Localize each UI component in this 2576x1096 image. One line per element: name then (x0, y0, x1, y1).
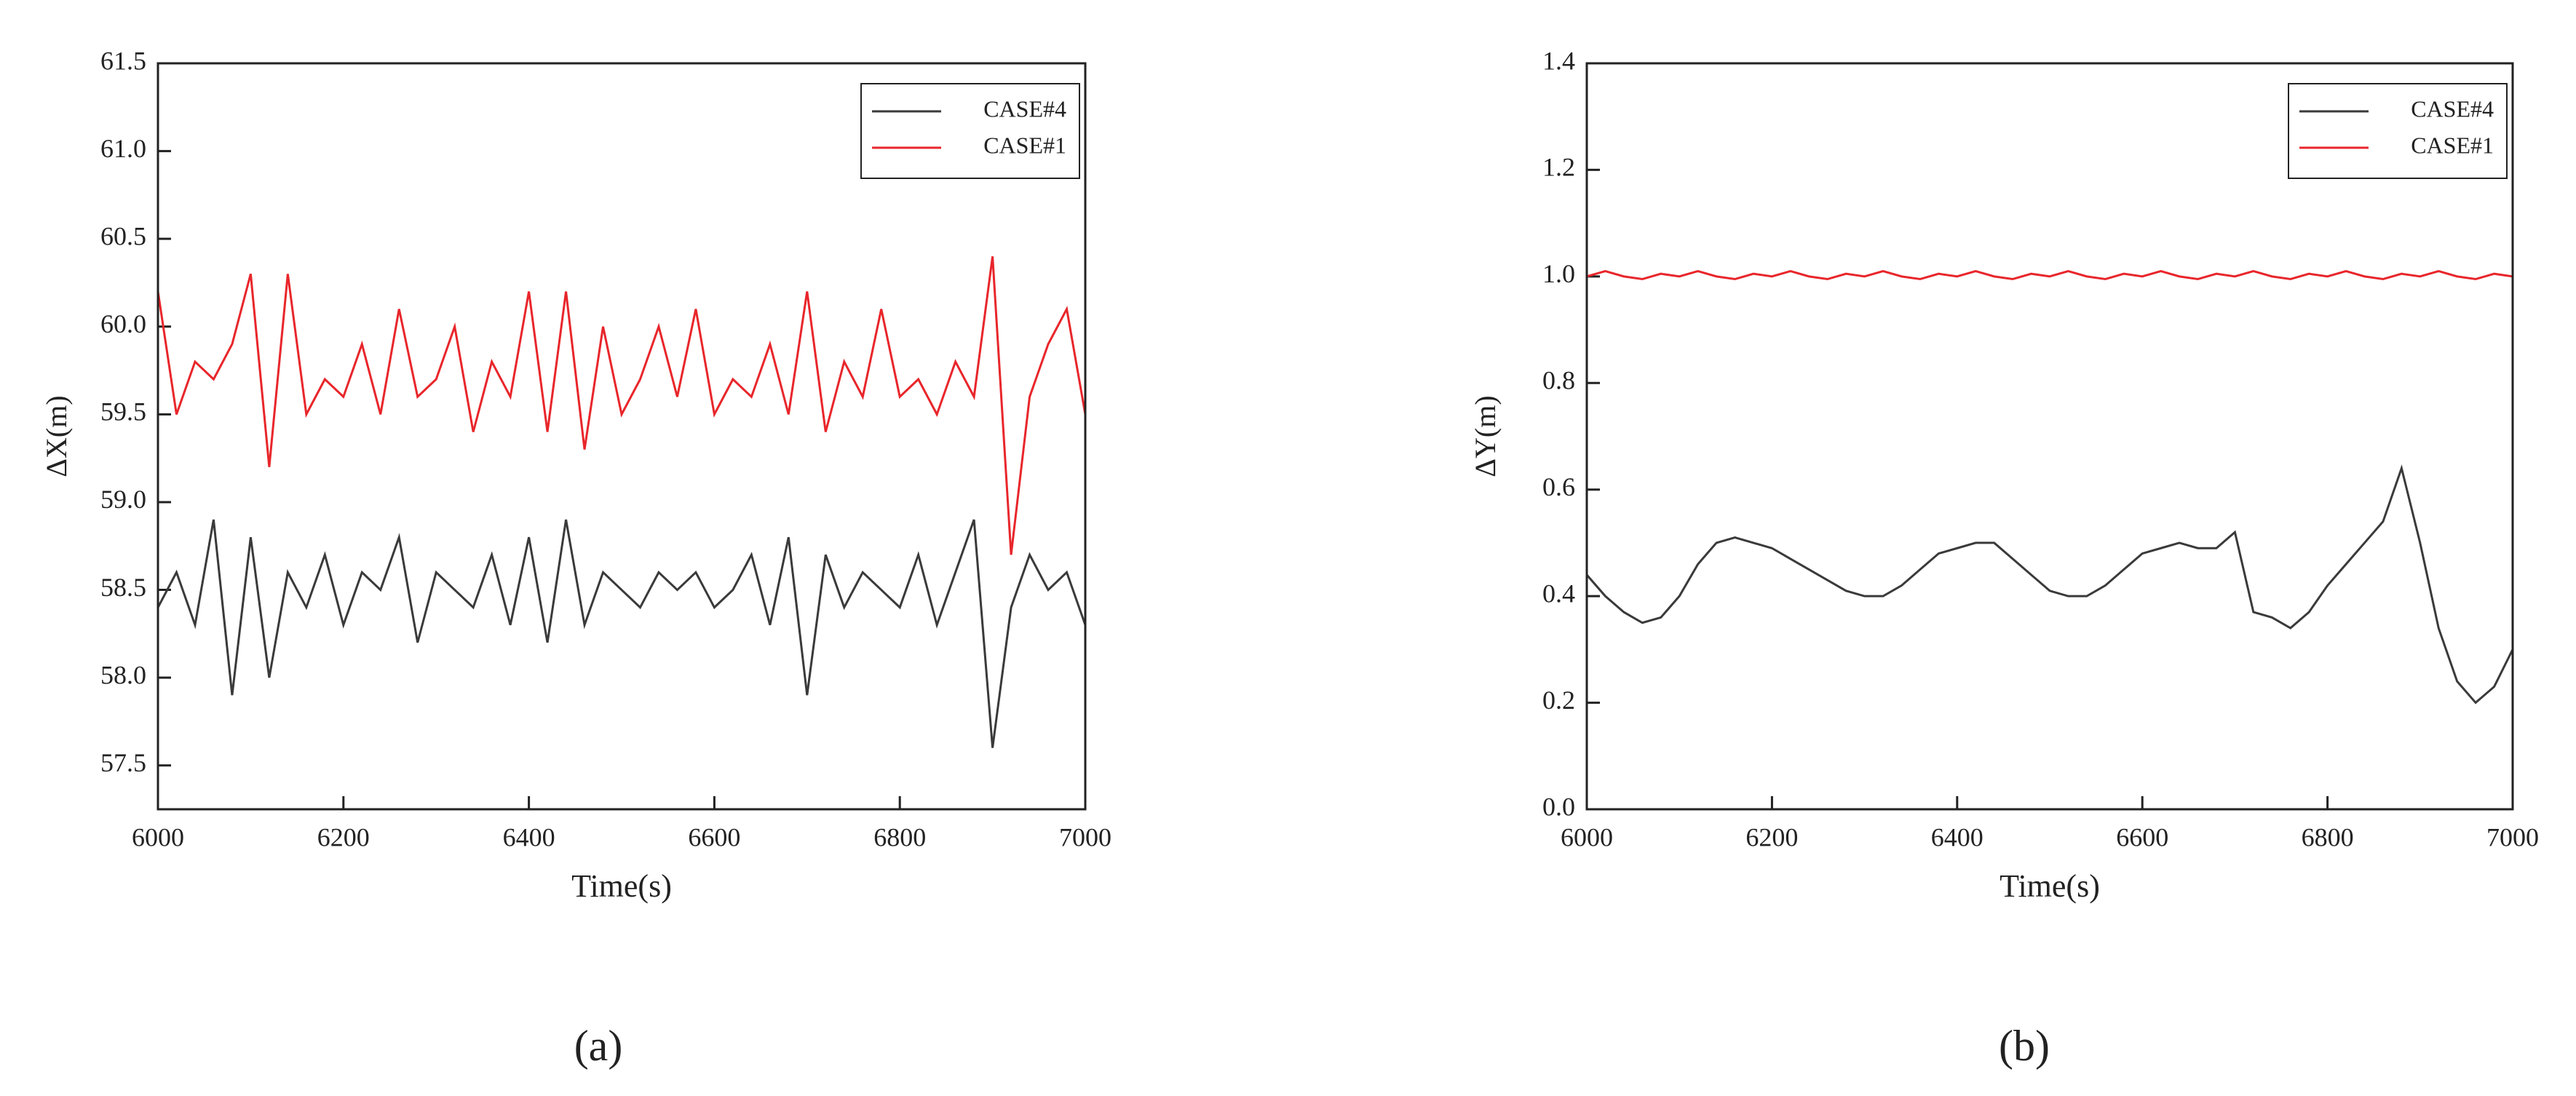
y-tick-label: 0.4 (1542, 579, 1575, 608)
caption: (b) (1999, 1022, 2050, 1070)
y-tick-label: 60.0 (100, 309, 146, 338)
x-tick-label: 6800 (873, 822, 926, 851)
data-line (1586, 269, 2513, 281)
y-tick-label: 58.0 (100, 660, 146, 689)
legend-box (860, 83, 1080, 179)
data-line (1585, 464, 2514, 704)
y-tick-label: 59.0 (100, 485, 146, 514)
y-tick-label: 61.0 (100, 134, 146, 163)
y-tick-label: 0.2 (1542, 686, 1575, 715)
x-tick-label: 6400 (503, 822, 555, 851)
caption: (a) (574, 1022, 623, 1070)
data-line (156, 519, 1087, 748)
legend-label: CASE#1 (983, 132, 1066, 158)
x-tick-label: 7000 (1059, 822, 1111, 851)
x-tick-label: 6000 (1561, 822, 1613, 851)
y-tick-label: 0.0 (1542, 792, 1575, 821)
x-tick-label: 6200 (317, 822, 370, 851)
x-tick-label: 6200 (1745, 822, 1798, 851)
plot-frame (1585, 62, 2514, 811)
y-tick-label: 1.2 (1542, 153, 1575, 182)
plot-frame (156, 62, 1087, 811)
y-tick-label: 57.5 (100, 748, 146, 777)
legend-label: CASE#4 (983, 95, 1066, 122)
legend-box (2288, 83, 2508, 179)
y-tick-label: 59.5 (100, 397, 146, 426)
y-tick-label: 0.6 (1542, 472, 1575, 501)
x-axis-label: Time(s) (2000, 868, 2100, 904)
y-tick-label: 0.8 (1542, 366, 1575, 395)
legend-label: CASE#1 (2411, 132, 2494, 158)
x-tick-label: 6600 (2116, 822, 2168, 851)
legend-label: CASE#4 (2411, 95, 2494, 122)
y-tick-label: 1.0 (1542, 259, 1575, 288)
y-tick-label: 61.5 (100, 46, 146, 75)
x-axis-label: Time(s) (571, 868, 672, 904)
x-tick-label: 6800 (2302, 822, 2354, 851)
x-tick-label: 6400 (1931, 822, 1983, 851)
y-tick-label: 60.5 (100, 221, 146, 250)
y-tick-label: 58.5 (100, 573, 146, 602)
x-tick-label: 6600 (688, 822, 740, 851)
x-tick-label: 6000 (132, 822, 184, 851)
y-axis-label: ΔY(m) (1469, 395, 1502, 477)
data-line (156, 256, 1087, 555)
y-tick-label: 1.4 (1542, 46, 1575, 75)
x-tick-label: 7000 (2486, 822, 2539, 851)
y-axis-label: ΔX(m) (40, 395, 73, 477)
